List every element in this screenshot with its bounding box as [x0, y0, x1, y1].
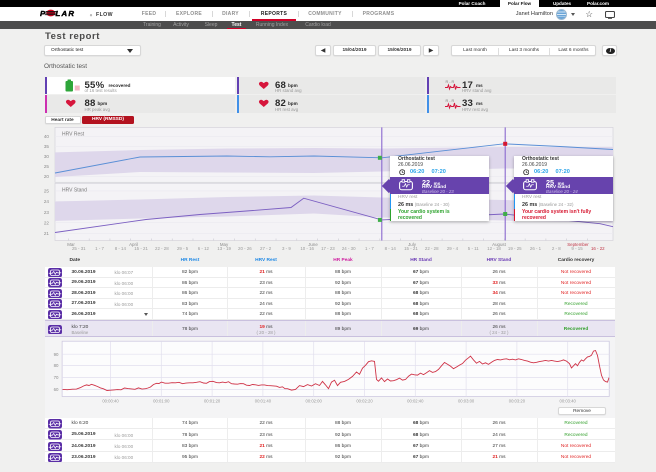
svg-text:00:03:00: 00:03:00 — [457, 399, 474, 404]
svg-text:May: May — [220, 242, 229, 247]
svg-text:26 - 1: 26 - 1 — [530, 246, 542, 251]
svg-text:29 - 5: 29 - 5 — [177, 246, 189, 251]
svg-text:1 - 7: 1 - 7 — [365, 246, 374, 251]
svg-text:90: 90 — [53, 352, 58, 357]
svg-text:12 - 18: 12 - 18 — [487, 246, 501, 251]
svg-text:30: 30 — [44, 154, 50, 159]
svg-text:20 - 26: 20 - 26 — [238, 246, 252, 251]
svg-text:August: August — [492, 242, 506, 247]
svg-text:21: 21 — [44, 231, 50, 236]
svg-text:20: 20 — [44, 174, 50, 179]
svg-text:19 - 25: 19 - 25 — [508, 246, 522, 251]
svg-text:HRV Rest: HRV Rest — [62, 131, 85, 137]
svg-text:13 - 19: 13 - 19 — [217, 246, 231, 251]
svg-text:60: 60 — [53, 387, 58, 392]
svg-text:29 - 4: 29 - 4 — [447, 246, 459, 251]
svg-text:HRV Stand: HRV Stand — [62, 187, 87, 193]
svg-text:8 - 14: 8 - 14 — [385, 246, 397, 251]
svg-text:00:02:20: 00:02:20 — [356, 399, 373, 404]
svg-text:R - R: R - R — [446, 98, 455, 102]
svg-text:April: April — [129, 242, 138, 247]
svg-text:15 - 21: 15 - 21 — [404, 246, 418, 251]
svg-text:40: 40 — [44, 134, 50, 139]
svg-text:10 - 16: 10 - 16 — [300, 246, 314, 251]
svg-text:00:02:00: 00:02:00 — [305, 399, 322, 404]
svg-text:27 - 2: 27 - 2 — [260, 246, 272, 251]
svg-text:22: 22 — [44, 220, 50, 225]
svg-text:00:03:40: 00:03:40 — [559, 399, 576, 404]
svg-text:00:00:40: 00:00:40 — [102, 399, 119, 404]
svg-text:23: 23 — [44, 210, 50, 215]
svg-text:2 - 8: 2 - 8 — [552, 246, 561, 251]
svg-text:June: June — [308, 242, 318, 247]
svg-text:16 - 22: 16 - 22 — [591, 246, 605, 251]
svg-text:00:01:00: 00:01:00 — [153, 399, 170, 404]
svg-text:00:03:20: 00:03:20 — [508, 399, 525, 404]
svg-text:00:01:40: 00:01:40 — [254, 399, 271, 404]
svg-text:22 - 28: 22 - 28 — [425, 246, 439, 251]
svg-text:24: 24 — [44, 199, 50, 204]
svg-text:22 - 28: 22 - 28 — [155, 246, 169, 251]
svg-text:P: P — [40, 9, 46, 18]
svg-text:LAR: LAR — [56, 9, 76, 18]
svg-text:35: 35 — [44, 144, 50, 149]
svg-text:8 - 14: 8 - 14 — [115, 246, 127, 251]
svg-text:R - R: R - R — [446, 80, 455, 84]
svg-text:15 - 21: 15 - 21 — [134, 246, 148, 251]
svg-text:Mar: Mar — [67, 242, 75, 247]
svg-text:70: 70 — [53, 375, 58, 380]
svg-text:July: July — [408, 242, 417, 247]
svg-text:September: September — [567, 242, 589, 247]
svg-text:25: 25 — [44, 189, 50, 194]
svg-text:6 - 12: 6 - 12 — [198, 246, 210, 251]
svg-text:5 - 11: 5 - 11 — [468, 246, 479, 251]
svg-text:25: 25 — [44, 164, 50, 169]
svg-text:00:02:40: 00:02:40 — [407, 399, 424, 404]
svg-text:80: 80 — [53, 363, 58, 368]
svg-text:25 - 31: 25 - 31 — [72, 246, 86, 251]
svg-text:3 - 9: 3 - 9 — [282, 246, 291, 251]
svg-text:00:01:20: 00:01:20 — [203, 399, 220, 404]
svg-text:24 - 30: 24 - 30 — [342, 246, 356, 251]
svg-text:9 - 15: 9 - 15 — [571, 246, 583, 251]
svg-text:17 - 23: 17 - 23 — [321, 246, 335, 251]
svg-text:1 - 7: 1 - 7 — [95, 246, 104, 251]
